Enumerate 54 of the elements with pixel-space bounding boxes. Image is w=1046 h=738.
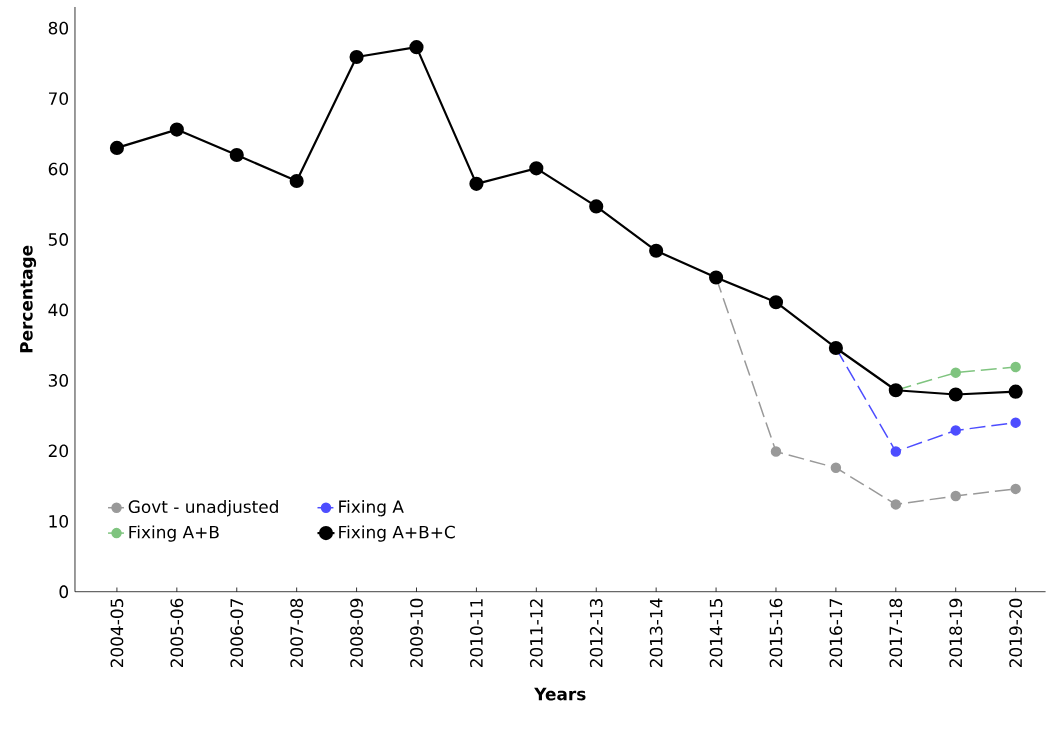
point xyxy=(169,122,184,137)
x-tick-label: 2007-08 xyxy=(290,598,304,668)
x-tick-label: 2004-05 xyxy=(110,599,124,668)
point xyxy=(349,50,364,65)
y-tick-label: 20 xyxy=(48,444,69,458)
x-tick-label: 2018-19 xyxy=(949,598,963,668)
x-tick-label: 2010-11 xyxy=(470,599,483,668)
x-tick-label: 2008-09 xyxy=(350,598,363,668)
y-tick-label: 40 xyxy=(48,303,69,317)
point xyxy=(109,140,124,156)
x-tick-label: 2011-12 xyxy=(529,599,543,668)
y-tick-label: 30 xyxy=(48,374,69,387)
point xyxy=(950,490,961,502)
x-tick-label: 2006-07 xyxy=(230,599,244,668)
point xyxy=(890,499,902,510)
point xyxy=(409,40,424,55)
point xyxy=(770,446,782,457)
point xyxy=(830,462,842,474)
legend-label: Fixing A xyxy=(339,500,404,517)
y-axis-title: Percentage xyxy=(20,245,37,353)
legend-label: Govt - unadjusted xyxy=(128,500,278,517)
x-tick-label: 2005-06 xyxy=(170,598,184,668)
x-tick-label: 2014-15 xyxy=(709,599,723,668)
point xyxy=(890,446,902,457)
point xyxy=(768,295,784,310)
x-tick-label: 2009-10 xyxy=(410,598,423,668)
point xyxy=(950,367,961,379)
point xyxy=(948,387,963,402)
x-tick-label: 2016-17 xyxy=(829,599,843,668)
y-tick-label: 10 xyxy=(49,515,69,528)
point xyxy=(1010,417,1021,429)
point xyxy=(1008,384,1023,399)
x-tick-label: 2015-16 xyxy=(769,598,783,668)
point xyxy=(289,174,304,189)
point xyxy=(1010,361,1021,373)
x-tick-label: 2017-18 xyxy=(889,598,903,668)
point xyxy=(1010,483,1021,495)
legend-label: Fixing A+B xyxy=(129,525,219,542)
y-tick-label: 80 xyxy=(48,21,69,35)
y-tick-label: 70 xyxy=(48,92,69,106)
x-tick-label: 2012-13 xyxy=(589,599,603,668)
legend-label: Fixing A+B+C xyxy=(339,525,455,542)
point xyxy=(229,148,244,163)
y-tick-label: 0 xyxy=(59,585,69,599)
point xyxy=(589,199,604,214)
point xyxy=(529,161,544,176)
y-tick-label: 60 xyxy=(48,162,69,176)
x-tick-label: 2013-14 xyxy=(649,598,663,668)
y-tick-label: 50 xyxy=(48,233,69,247)
x-tick-label: 2019-20 xyxy=(1009,598,1023,668)
x-axis-title: Years xyxy=(534,687,586,701)
point xyxy=(469,176,484,192)
point xyxy=(950,425,961,436)
point xyxy=(649,243,664,258)
